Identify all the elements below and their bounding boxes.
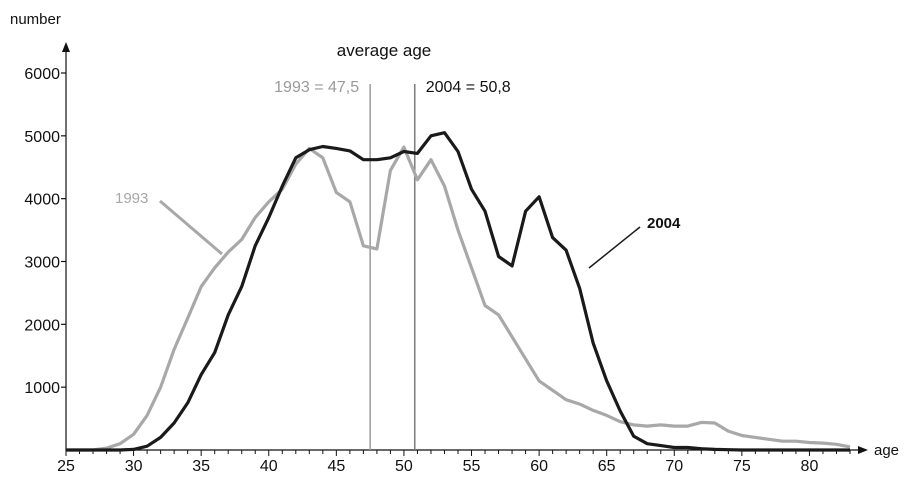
chart-title: average age — [337, 41, 432, 60]
average-age-lines: 1993 = 47,5 2004 = 50,8 — [274, 79, 511, 450]
y-tick-label: 5000 — [24, 129, 60, 146]
series-2004-line — [66, 131, 850, 452]
series-1993-line — [66, 145, 851, 452]
x-tick-label: 75 — [733, 458, 751, 475]
y-tick-label: 2000 — [24, 317, 60, 334]
x-axis-label: age — [874, 442, 899, 459]
x-tick-label: 70 — [665, 458, 683, 475]
x-tick-label: 55 — [463, 458, 481, 475]
x-tick-label: 50 — [395, 458, 413, 475]
y-axis-label: number — [10, 11, 61, 28]
x-tick-label: 40 — [260, 458, 278, 475]
series-2004-label: 2004 — [647, 215, 681, 232]
average-line-label-0: 1993 = 47,5 — [274, 79, 359, 96]
series-1993-label: 1993 — [115, 190, 148, 207]
x-tick-label: 60 — [530, 458, 548, 475]
x-tick-label: 25 — [57, 458, 75, 475]
average-line-label-1: 2004 = 50,8 — [426, 79, 511, 96]
x-axis-ticks: 25 30 35 40 45 50 55 60 65 70 75 80 — [57, 450, 851, 475]
y-axis-ticks: 1000 2000 3000 4000 5000 6000 — [24, 66, 66, 397]
y-tick-label: 6000 — [24, 66, 60, 83]
x-tick-label: 30 — [125, 458, 143, 475]
y-axis-arrow — [62, 42, 70, 52]
y-tick-label: 1000 — [24, 380, 60, 397]
series-1993-callout-line — [159, 199, 223, 256]
y-tick-label: 4000 — [24, 192, 60, 209]
x-tick-label: 65 — [598, 458, 616, 475]
y-tick-label: 3000 — [24, 255, 60, 272]
x-tick-label: 35 — [192, 458, 210, 475]
x-tick-label: 45 — [327, 458, 345, 475]
x-axis-arrow — [858, 446, 868, 454]
series-2004-callout-line — [588, 226, 641, 269]
x-tick-label: 80 — [801, 458, 819, 475]
